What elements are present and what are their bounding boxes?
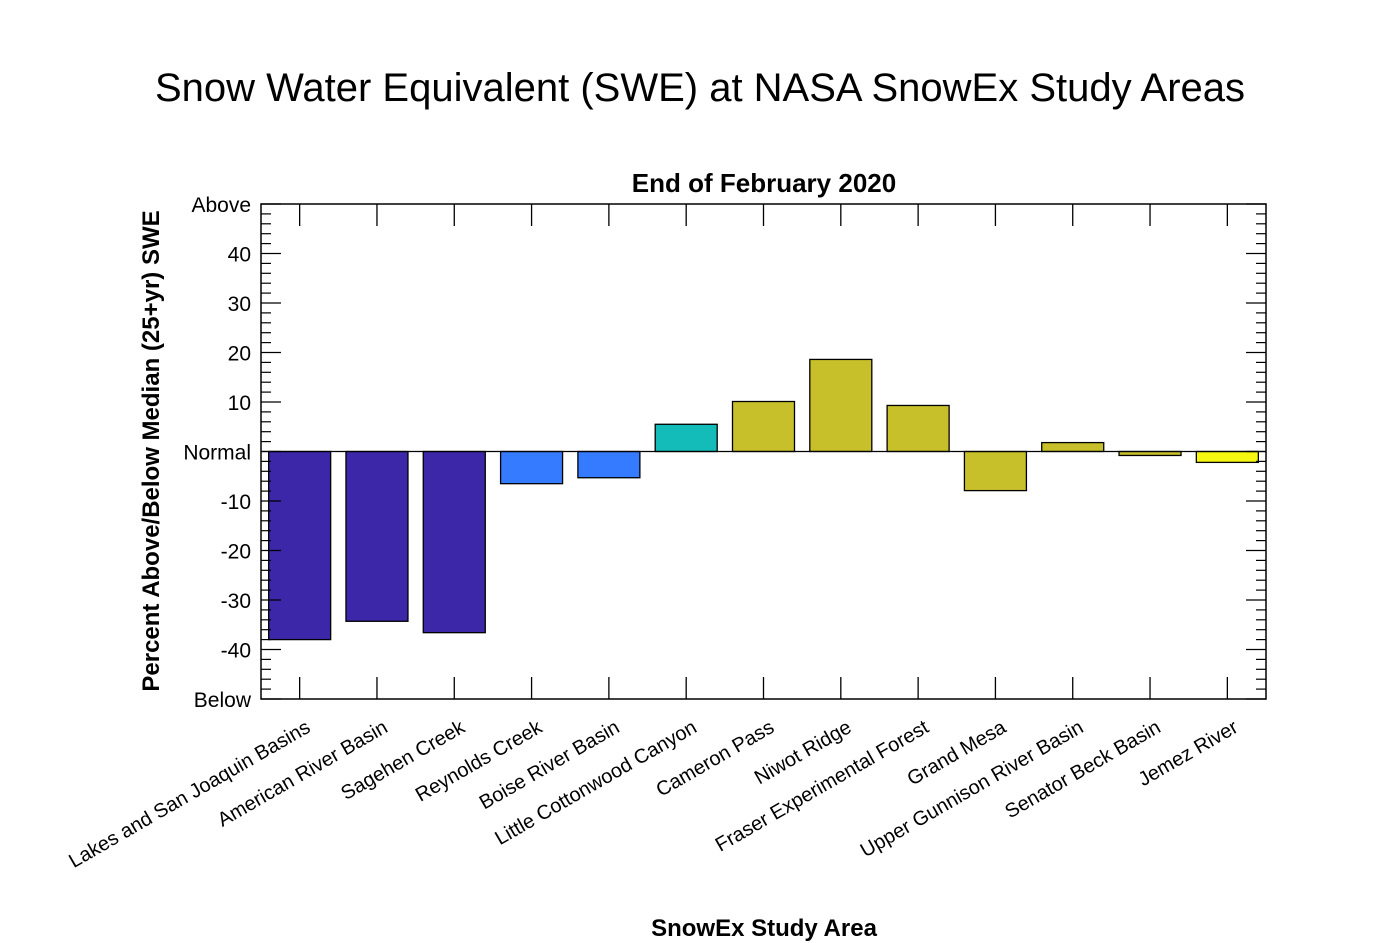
- y-tick-label-2: 30: [228, 293, 251, 316]
- y-tick-label-10: Below: [194, 689, 252, 712]
- y-tick-label-0: Above: [191, 194, 251, 217]
- plot-frame: [260, 203, 1267, 700]
- y-tick-label-1: 40: [228, 244, 251, 267]
- bar-6: [731, 400, 796, 453]
- bar-8: [886, 404, 950, 453]
- bar-9: [963, 450, 1028, 492]
- bar-1: [345, 450, 409, 622]
- y-axis-label: Percent Above/Below Median (25+yr) SWE: [138, 210, 165, 691]
- bar-7: [809, 358, 873, 453]
- bar-12: [1195, 450, 1259, 464]
- bar-3: [499, 450, 564, 485]
- y-tick-label-5: Normal: [183, 442, 251, 465]
- bar-10: [1041, 441, 1105, 453]
- bar-0: [268, 450, 332, 641]
- y-tick-label-3: 20: [228, 343, 251, 366]
- chart-title: Snow Water Equivalent (SWE) at NASA Snow…: [155, 66, 1245, 110]
- y-tick-label-7: -20: [221, 541, 251, 564]
- x-axis-label: SnowEx Study Area: [651, 915, 877, 942]
- bar-4: [577, 450, 641, 479]
- y-tick-label-9: -40: [221, 640, 251, 663]
- y-tick-label-8: -30: [221, 590, 251, 613]
- chart-subtitle: End of February 2020: [632, 168, 896, 198]
- y-tick-label-4: 10: [228, 392, 251, 415]
- y-tick-label-6: -10: [221, 491, 251, 514]
- bar-2: [422, 450, 486, 634]
- bar-5: [654, 423, 718, 453]
